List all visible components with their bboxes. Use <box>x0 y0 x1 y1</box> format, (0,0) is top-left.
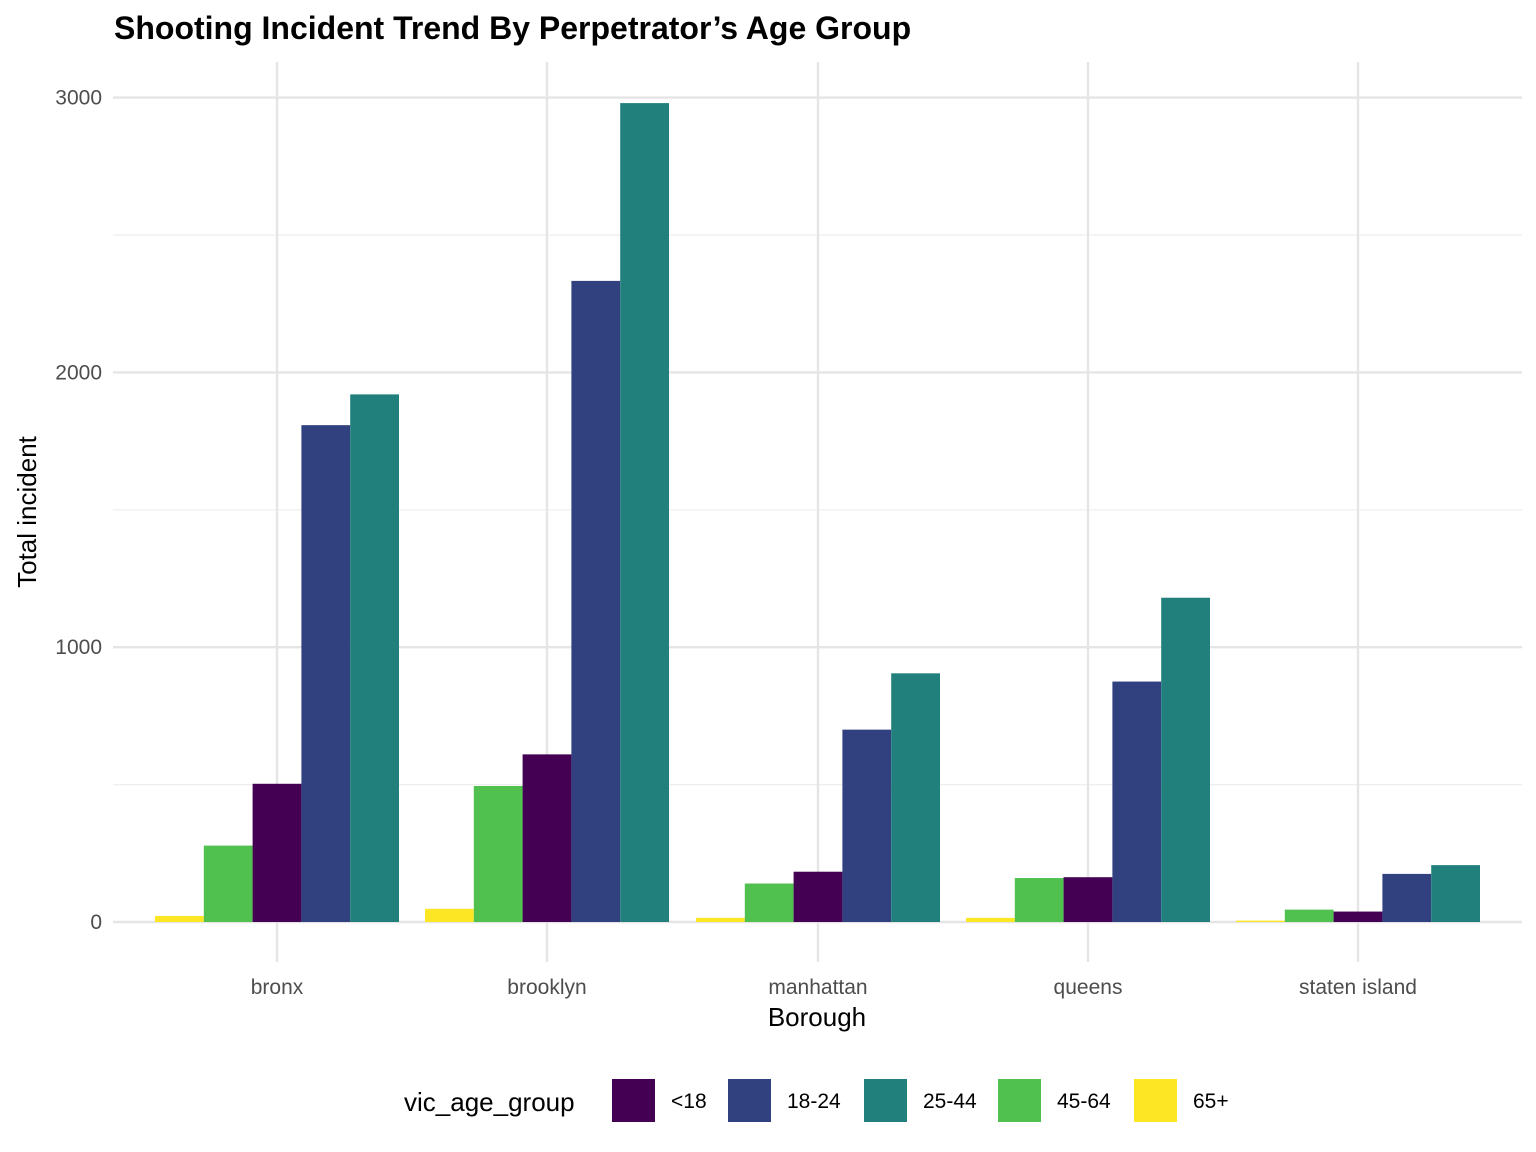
x-axis-title: Borough <box>768 1002 866 1032</box>
bar-manhattan-<18 <box>793 871 843 922</box>
legend-swatch <box>728 1079 771 1122</box>
bar-bronx-25-44 <box>350 394 399 922</box>
chart-title: Shooting Incident Trend By Perpetrator’s… <box>114 10 911 46</box>
x-tick-label: manhattan <box>768 976 867 999</box>
bar-staten-island-45-64 <box>1284 909 1334 922</box>
bar-queens-<18 <box>1063 877 1113 922</box>
bar-staten-island-<18 <box>1333 911 1383 922</box>
x-tick-label: staten island <box>1299 976 1417 999</box>
bar-brooklyn-<18 <box>522 754 572 922</box>
legend-item: 65+ <box>1134 1079 1229 1122</box>
bar-staten-island-25-44 <box>1431 865 1480 922</box>
bar-bronx-<18 <box>252 783 302 922</box>
legend: vic_age_group <18 18-24 25-44 45-64 65+ <box>404 1079 1229 1122</box>
legend-item: <18 <box>612 1079 707 1122</box>
legend-label: 25-44 <box>923 1090 977 1113</box>
bar-queens-25-44 <box>1161 597 1210 922</box>
bar-brooklyn-18-24 <box>571 280 621 922</box>
legend-items: <18 18-24 25-44 45-64 65+ <box>612 1079 1229 1122</box>
y-tick-label: 1000 <box>55 636 102 659</box>
legend-label: 65+ <box>1193 1090 1229 1113</box>
bar-bronx-65+ <box>155 915 204 922</box>
legend-swatch <box>998 1079 1041 1122</box>
x-tick-label: bronx <box>251 976 304 999</box>
bar-queens-18-24 <box>1112 681 1162 922</box>
legend-item: 18-24 <box>728 1079 841 1122</box>
bar-queens-45-64 <box>1014 878 1064 922</box>
y-tick-label: 3000 <box>55 87 102 110</box>
bar-bronx-45-64 <box>203 845 253 922</box>
legend-label: 18-24 <box>787 1090 841 1113</box>
bar-staten-island-18-24 <box>1382 873 1432 922</box>
bar-manhattan-65+ <box>696 917 745 922</box>
bar-brooklyn-45-64 <box>473 785 523 922</box>
legend-label: 45-64 <box>1057 1090 1111 1113</box>
bar-manhattan-18-24 <box>842 729 892 922</box>
y-axis-title: Total incident <box>12 435 42 588</box>
bar-manhattan-25-44 <box>891 673 940 922</box>
y-tick-label: 0 <box>90 911 102 934</box>
legend-swatch <box>1134 1079 1177 1122</box>
y-tick-label: 2000 <box>55 361 102 384</box>
bar-queens-65+ <box>966 917 1015 922</box>
bar-manhattan-45-64 <box>744 883 794 922</box>
legend-swatch <box>864 1079 907 1122</box>
x-tick-labels: bronx brooklyn manhattan queens staten islan… <box>251 976 1417 999</box>
legend-swatch <box>612 1079 655 1122</box>
legend-item: 25-44 <box>864 1079 977 1122</box>
bar-bronx-18-24 <box>301 425 351 922</box>
legend-title: vic_age_group <box>404 1087 575 1117</box>
y-tick-labels: 0 1000 2000 3000 <box>55 87 102 934</box>
bars <box>155 103 1480 923</box>
bar-brooklyn-65+ <box>425 908 474 922</box>
legend-label: <18 <box>671 1090 707 1113</box>
x-tick-label: brooklyn <box>507 976 586 999</box>
x-tick-label: queens <box>1054 976 1123 999</box>
legend-item: 45-64 <box>998 1079 1111 1122</box>
bar-brooklyn-25-44 <box>620 103 669 923</box>
bar-staten-island-65+ <box>1236 920 1285 922</box>
